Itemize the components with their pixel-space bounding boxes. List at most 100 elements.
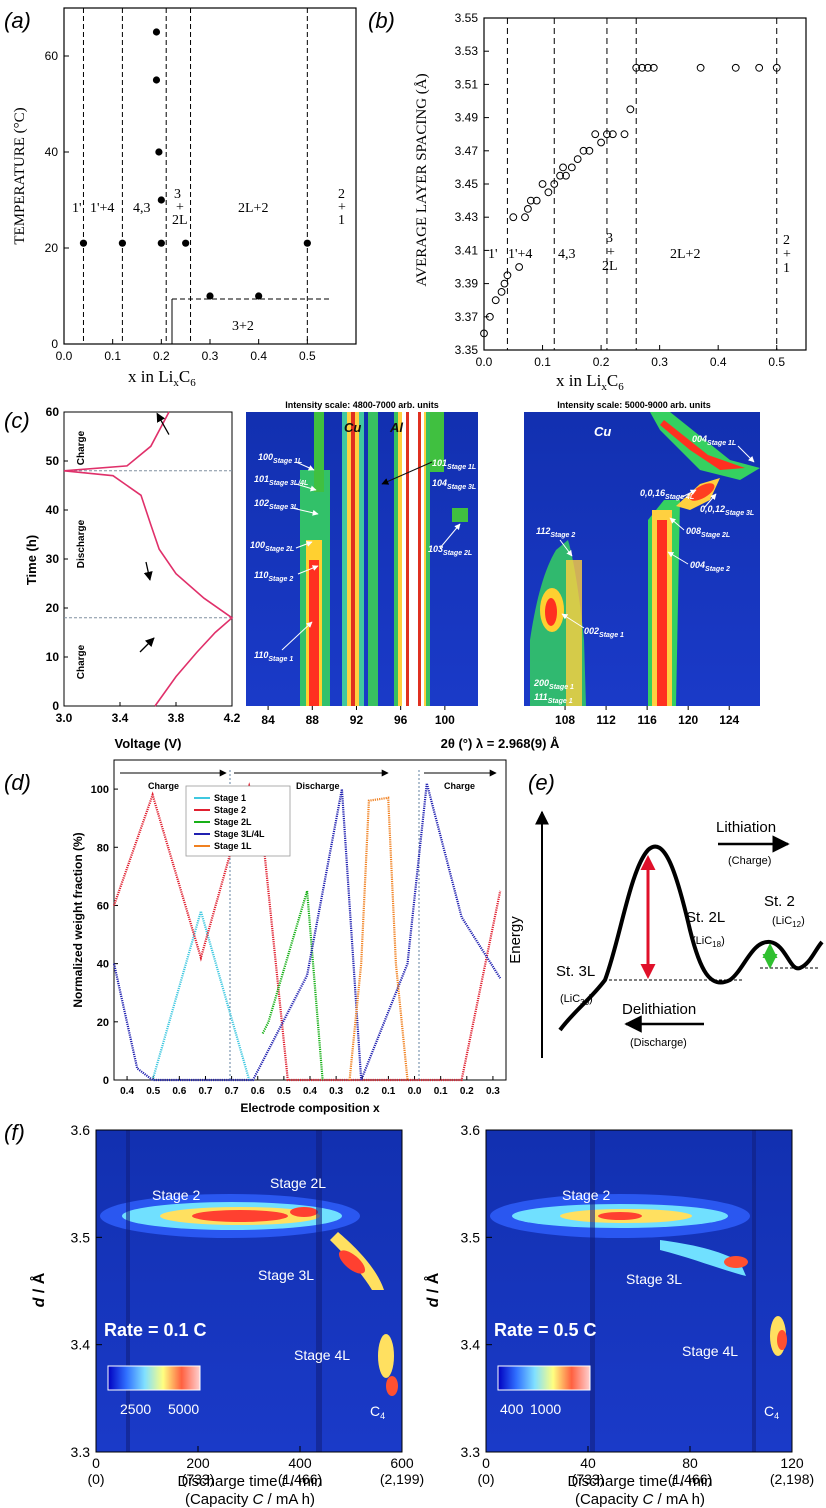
- band: [309, 560, 319, 706]
- region-label: +: [783, 247, 791, 262]
- heatmap-title: Intensity scale: 4800-7000 arb. units: [285, 400, 439, 410]
- peak-label: 100Stage 1L: [258, 452, 302, 465]
- data-point: [206, 292, 214, 300]
- element-label: Cu: [344, 420, 361, 435]
- y-tick-label: 3.45: [455, 177, 479, 191]
- data-point: [532, 196, 541, 205]
- x-tick-label: 0.1: [104, 349, 121, 363]
- colorbar: [107, 1365, 201, 1391]
- stage-label: Stage 4L: [294, 1347, 350, 1363]
- series-stage-3l-4l: [112, 783, 502, 1082]
- panel-label-b: (b): [368, 8, 395, 33]
- band: [689, 483, 715, 501]
- x-tick-label: 0.5: [768, 355, 785, 369]
- compound-label: (LiC18): [692, 935, 725, 949]
- segment-label: Charge: [76, 644, 87, 679]
- data-point: [152, 76, 161, 84]
- data-point: [544, 188, 553, 197]
- series-stage-2: [112, 782, 502, 1082]
- x-axis-title: x in LixC6: [128, 367, 196, 389]
- data-point: [755, 63, 764, 72]
- data-point: [567, 163, 576, 172]
- region-label: +: [338, 200, 346, 215]
- x-tick-label: 0.0: [408, 1086, 422, 1097]
- stage-label: C4: [370, 1403, 385, 1421]
- y-tick-label: 0: [51, 337, 58, 351]
- pointer-arrow: [281, 621, 313, 651]
- y-axis-title: Normalized weight fraction (%): [71, 832, 85, 1007]
- y-tick-label: 40: [45, 145, 59, 159]
- colorbar-min: 400: [500, 1401, 524, 1417]
- data-point: [157, 239, 165, 247]
- band: [316, 1130, 322, 1452]
- panel-f-heatmap-0-1C: Stage 2 Stage 2L Stage 3L Stage 4L C4 Ra…: [29, 1122, 424, 1508]
- region-label: 1'+4: [508, 247, 532, 262]
- heatmap-background: [96, 1130, 402, 1452]
- y-tick-label: 3.6: [461, 1122, 481, 1138]
- y-tick-label: 0: [103, 1075, 109, 1087]
- x-axis-title-2: (Capacity C / mA h): [185, 1491, 315, 1508]
- stage-label: Stage 3L: [626, 1271, 682, 1287]
- data-point: [573, 155, 582, 164]
- band: [657, 520, 667, 706]
- y-axis-title: d / Å: [423, 1272, 442, 1307]
- pointer-arrow: [667, 551, 689, 565]
- segment-label: Charge: [444, 781, 475, 791]
- panel-label-d: (d): [4, 770, 31, 795]
- colorbar-max: 5000: [168, 1401, 199, 1417]
- region-label: 3: [174, 187, 181, 202]
- x-tick-label: 40: [580, 1455, 596, 1471]
- x-tick-label: 3.8: [168, 711, 185, 725]
- y-tick-label: 3.55: [455, 11, 479, 25]
- stage-label: Stage 3L: [258, 1267, 314, 1283]
- band: [386, 1376, 398, 1396]
- peak-label: 008Stage 2L: [686, 526, 730, 539]
- x-axis-title-2: (Capacity C / mA h): [575, 1491, 705, 1508]
- region-label: 1: [338, 213, 345, 228]
- data-point: [644, 63, 652, 72]
- data-point: [585, 146, 594, 155]
- data-point: [255, 292, 263, 300]
- stage-label: C4: [764, 1403, 779, 1421]
- pointer-arrow: [703, 493, 717, 509]
- data-point: [79, 239, 88, 247]
- data-point: [603, 130, 611, 139]
- region-label: 4,3: [558, 247, 576, 262]
- x-tick-label: 0.6: [172, 1086, 186, 1097]
- compound-label: (LiC12): [772, 915, 805, 929]
- series-stage-1l: [348, 796, 409, 1081]
- x-tick-label: 108: [555, 713, 575, 727]
- data-point: [182, 239, 190, 247]
- x-tick-label: 0.5: [299, 349, 316, 363]
- x-tick-label: 0.7: [225, 1086, 239, 1097]
- x-tick-label: 400: [288, 1455, 312, 1471]
- panel-b-layer-spacing: 0.0 0.1 0.2 0.3 0.4 0.5 3.35 3.37 3.39 3.41 3.43 3.…: [414, 11, 807, 393]
- peak-label: 200Stage 1: [533, 678, 574, 691]
- x-axis-title: x in LixC6: [556, 371, 624, 393]
- segment-label: Discharge: [76, 519, 87, 568]
- y-tick-label: 60: [97, 900, 109, 912]
- data-point: [152, 28, 161, 36]
- peak-label: 112Stage 2: [536, 526, 575, 539]
- y-tick-label: 3.43: [455, 210, 479, 224]
- data-point: [772, 63, 781, 72]
- x-tick-label: 0.2: [153, 349, 170, 363]
- data-point: [497, 288, 506, 296]
- heatmap-bands: [300, 412, 468, 706]
- panel-label-f: (f): [4, 1120, 25, 1145]
- pointer-arrow: [561, 613, 585, 629]
- data-point: [579, 146, 588, 155]
- pointer-arrow: [295, 541, 313, 549]
- lithiation-label: Lithiation: [716, 819, 776, 836]
- y-tick-label: 3.41: [455, 243, 479, 257]
- x-tick-label-secondary: (733): [572, 1471, 605, 1487]
- stage-label: Stage 4L: [682, 1343, 738, 1359]
- y-axis-title: d / Å: [29, 1272, 48, 1307]
- band: [406, 412, 409, 706]
- band: [351, 412, 355, 706]
- state-label: St. 2: [764, 893, 795, 910]
- element-label: Al: [389, 420, 403, 435]
- data-point: [500, 279, 509, 288]
- x-tick-label: 0.4: [120, 1086, 134, 1097]
- pointer-arrow: [291, 507, 319, 516]
